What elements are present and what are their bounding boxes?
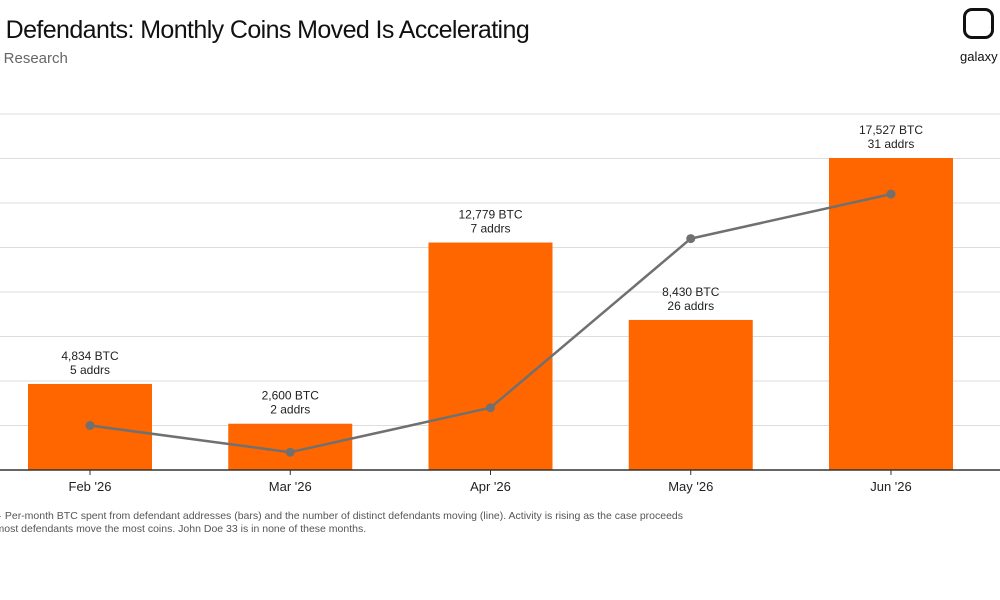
line-point xyxy=(686,234,696,244)
line-point xyxy=(486,403,495,413)
address-count-label: 26 addrs xyxy=(667,299,714,313)
line-point xyxy=(85,421,95,430)
chart-title: e Defendants: Monthly Coins Moved Is Acc… xyxy=(0,16,530,44)
address-count-label: 31 addrs xyxy=(868,137,915,151)
x-tick-label: Feb '26 xyxy=(69,479,112,494)
bar xyxy=(428,242,553,470)
address-count-label: 7 addrs xyxy=(470,222,510,236)
x-tick-label: Apr '26 xyxy=(470,479,511,494)
bar-value-label: 17,527 BTC xyxy=(859,123,923,137)
x-tick-label: Mar '26 xyxy=(269,479,312,494)
bar-value-label: 4,834 BTC xyxy=(61,349,119,363)
bar xyxy=(628,319,753,470)
chart-subtitle: y Research xyxy=(0,50,68,67)
footnote-line-1: 026 · Per-month BTC spent from defendant… xyxy=(0,510,684,522)
footnote-line-2: the most defendants move the most coins.… xyxy=(0,523,367,535)
logo-text: galaxy xyxy=(960,49,998,64)
address-count-label: 2 addrs xyxy=(270,403,310,417)
x-tick-label: May '26 xyxy=(668,479,713,494)
bar xyxy=(829,158,953,470)
line-point xyxy=(285,447,295,457)
bar-value-label: 8,430 BTC xyxy=(662,285,720,299)
logo-mark-icon xyxy=(963,8,994,39)
address-count-label: 5 addrs xyxy=(70,363,110,377)
x-tick-label: Jun '26 xyxy=(870,479,912,494)
galaxy-logo: galaxy xyxy=(960,8,1000,68)
footnote: 026 · Per-month BTC spent from defendant… xyxy=(0,510,683,536)
line-point xyxy=(886,189,896,199)
bar-value-label: 2,600 BTC xyxy=(262,389,320,403)
bar-value-label: 12,779 BTC xyxy=(458,208,522,222)
